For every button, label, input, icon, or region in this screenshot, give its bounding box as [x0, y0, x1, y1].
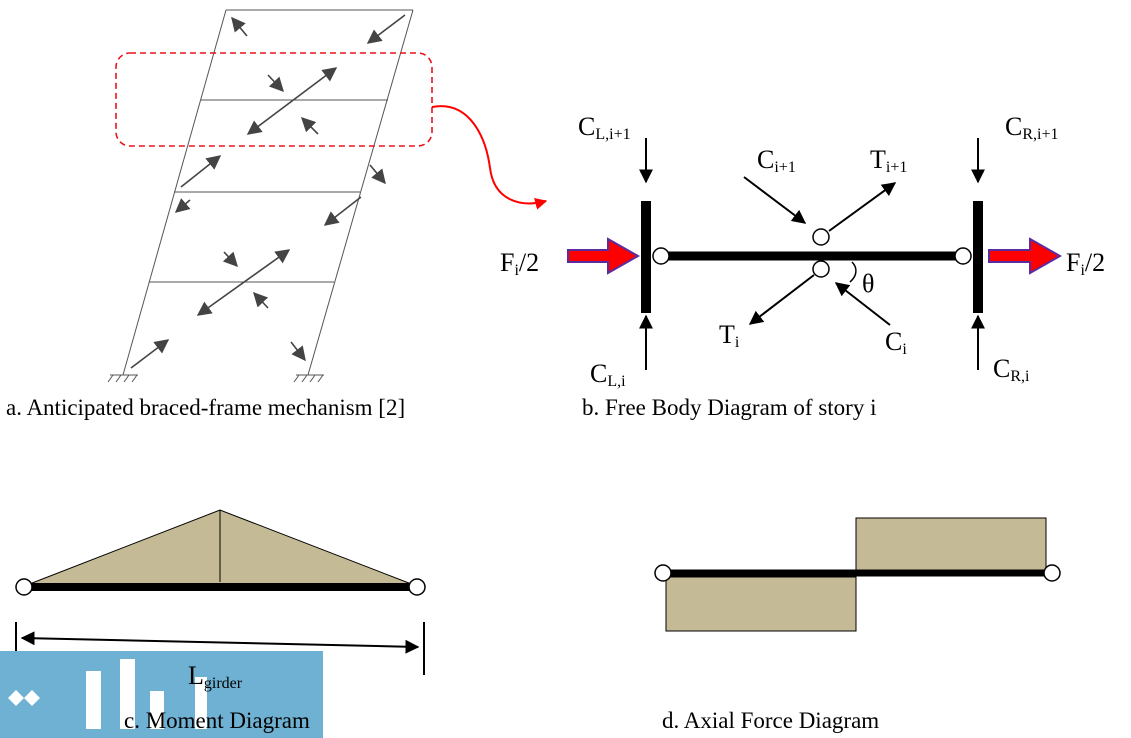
frame-arrow [323, 196, 362, 226]
label-t-upper: Ti+1 [870, 145, 907, 176]
frame-arrow [366, 14, 406, 44]
frame-arrow [180, 155, 222, 188]
highlight-dashed-box [115, 52, 433, 147]
frame-arrow [369, 164, 386, 185]
frame-arrow [267, 74, 284, 93]
label-theta: θ [862, 269, 874, 298]
frame-arrow [130, 339, 170, 369]
frame-arrow [196, 249, 291, 316]
frame-arrow [222, 251, 238, 268]
label-cl-bot: CL,i [590, 359, 626, 390]
frame-force-arrows [130, 14, 406, 369]
arrow-t-upper [828, 182, 897, 232]
frame-arrow [231, 16, 248, 37]
frame-support-right [293, 374, 324, 383]
label-cr-bot: CR,i [993, 354, 1030, 385]
force-arrow-left [567, 237, 641, 275]
dimension-line [20, 631, 420, 654]
axial-hinge-left [654, 564, 672, 582]
arrow-c-lower [834, 282, 891, 326]
label-cl-top: CL,i+1 [578, 112, 631, 143]
frame-arrow [290, 341, 306, 362]
fbd-hinge-brace-top [812, 228, 830, 246]
moment-diagram [15, 509, 426, 675]
theta-arc [849, 261, 857, 283]
fbd-hinge-right [954, 247, 972, 265]
frame-support-left [107, 374, 138, 383]
arrow-c-upper [743, 176, 807, 224]
frame-arrow [246, 67, 338, 135]
free-body-diagram: Fi/2 Fi/2 CL,i+1 CR,i+1 CL,i CR,i Ci+1 T… [500, 112, 1105, 390]
fbd-hinge-left [652, 247, 670, 265]
force-arrow-right [988, 237, 1063, 275]
label-c-upper: Ci+1 [757, 145, 796, 176]
label-c-lower: Ci [885, 327, 907, 358]
fbd-column-left [641, 201, 651, 313]
label-cr-top: CR,i+1 [1005, 112, 1058, 143]
moment-hinge-right [408, 578, 426, 596]
label-t-lower: Ti [719, 320, 740, 351]
highlight-connector-curve [431, 105, 548, 210]
axial-block-lower [665, 576, 857, 632]
fbd-column-right [973, 201, 983, 313]
caption-d: d. Axial Force Diagram [662, 708, 879, 733]
fbd-hinge-brace-bottom [812, 260, 830, 278]
caption-b: b. Free Body Diagram of story i [582, 395, 876, 420]
axial-force-diagram [654, 517, 1061, 632]
label-f-left: Fi/2 [500, 248, 539, 279]
frame-arrow [300, 116, 319, 135]
caption-c: c. Moment Diagram [124, 708, 310, 733]
axial-hinge-right [1043, 564, 1061, 582]
label-f-right: Fi/2 [1066, 248, 1105, 279]
moment-hinge-left [15, 578, 33, 596]
frame-arrow [253, 291, 269, 309]
caption-a: a. Anticipated braced-frame mechanism [2… [6, 395, 405, 420]
frame-column-right [307, 9, 414, 376]
label-l-girder: Lgirder [188, 661, 243, 692]
watermark-logo [0, 651, 323, 738]
frame-arrow [174, 198, 191, 213]
arrow-t-lower [748, 274, 815, 325]
